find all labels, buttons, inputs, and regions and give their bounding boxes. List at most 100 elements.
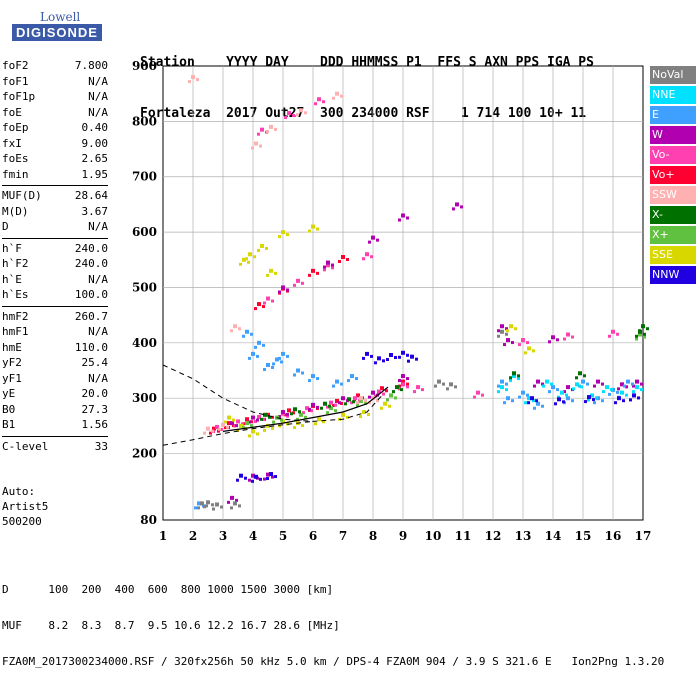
echo-point (566, 332, 570, 337)
echo-point (388, 404, 391, 408)
param-value: N/A (88, 371, 108, 385)
param-name: D (2, 220, 9, 233)
echo-point (616, 390, 619, 394)
echo-point (382, 359, 385, 363)
param-name: h`Es (2, 288, 29, 301)
param-name: h`F2 (2, 257, 29, 270)
echo-point (242, 257, 246, 262)
echo-point (377, 389, 381, 394)
echo-point (296, 278, 300, 283)
param-value: N/A (88, 272, 108, 286)
param-row: hmF2 260.7 (2, 309, 108, 325)
echo-point (572, 387, 575, 391)
echo-point (362, 356, 365, 360)
echo-point (410, 354, 414, 359)
echo-point (263, 412, 267, 417)
echo-point (370, 255, 373, 259)
echo-point (541, 404, 544, 408)
echo-point (298, 410, 301, 414)
echo-point (332, 384, 335, 388)
echo-point (646, 327, 649, 331)
echo-point (227, 421, 231, 426)
echo-point (271, 415, 274, 419)
echo-point (524, 401, 527, 405)
echo-point (265, 246, 268, 250)
echo-point (284, 413, 287, 417)
echo-point (266, 129, 269, 133)
param-separator (2, 185, 108, 186)
echo-point (638, 332, 642, 337)
legend-item-ssw: SSW (650, 186, 696, 204)
x-tick-label: 14 (545, 529, 562, 543)
echo-point (526, 341, 529, 345)
echo-point (506, 338, 510, 343)
x-tick-label: 2 (189, 529, 197, 543)
echo-point (401, 379, 405, 384)
echo-point (209, 431, 212, 435)
echo-point (566, 385, 570, 390)
echo-point (308, 273, 311, 277)
echo-point (194, 506, 197, 510)
echo-point (260, 417, 263, 421)
echo-point (512, 371, 516, 376)
echo-point (635, 379, 639, 384)
echo-point (511, 341, 514, 345)
echo-point (218, 427, 221, 431)
param-row: h`F 240.0 (2, 241, 108, 257)
echo-point (275, 357, 279, 362)
echo-point (497, 390, 500, 394)
echo-point (581, 379, 585, 384)
echo-point (308, 379, 311, 383)
echo-point (224, 426, 227, 430)
echo-point (614, 401, 617, 405)
echo-point (230, 506, 233, 510)
echo-point (329, 406, 333, 411)
echo-point (434, 384, 437, 388)
echo-point (274, 475, 277, 479)
echo-point (340, 382, 343, 386)
echo-point (560, 390, 564, 395)
echo-point (257, 415, 261, 420)
echo-point (601, 399, 604, 403)
echo-point (541, 382, 544, 386)
param-row: fmin 1.95 (2, 167, 108, 183)
echo-point (505, 382, 508, 386)
echo-point (595, 396, 598, 400)
echo-point (316, 405, 319, 409)
param-row: fxI 9.00 (2, 136, 108, 152)
echo-point (394, 356, 397, 360)
echo-point (517, 377, 520, 381)
echo-point (293, 407, 297, 412)
echo-point (476, 390, 480, 395)
echo-point (505, 388, 508, 392)
echo-point (563, 337, 566, 341)
echo-point (386, 358, 389, 362)
echo-point (497, 334, 500, 338)
echo-point (371, 235, 375, 240)
echo-point (287, 408, 291, 413)
echo-point (635, 334, 638, 338)
echo-point (220, 505, 223, 509)
echo-point (548, 390, 551, 394)
echo-point (323, 268, 326, 272)
footer-distance-row: D 100 200 400 600 800 1000 1500 3000 [km… (2, 583, 334, 596)
param-value: 7.800 (74, 59, 108, 72)
echo-point (376, 238, 379, 242)
x-tick-label: 12 (485, 529, 502, 543)
echo-point (260, 243, 264, 248)
echo-point (521, 390, 525, 395)
param-row: foF1p N/A (2, 89, 108, 105)
param-value: 2.65 (81, 152, 109, 165)
echo-point (374, 394, 377, 398)
echo-point (302, 411, 305, 415)
echo-point (527, 401, 530, 405)
echo-point (338, 260, 341, 264)
echo-point (292, 411, 295, 415)
echo-point (394, 396, 397, 400)
echo-point (532, 349, 535, 353)
echo-point (332, 403, 335, 407)
echo-point (203, 505, 206, 509)
echo-point (242, 426, 245, 430)
footer-info: D 100 200 400 600 800 1000 1500 3000 [km… (2, 560, 664, 680)
echo-point (280, 418, 283, 422)
